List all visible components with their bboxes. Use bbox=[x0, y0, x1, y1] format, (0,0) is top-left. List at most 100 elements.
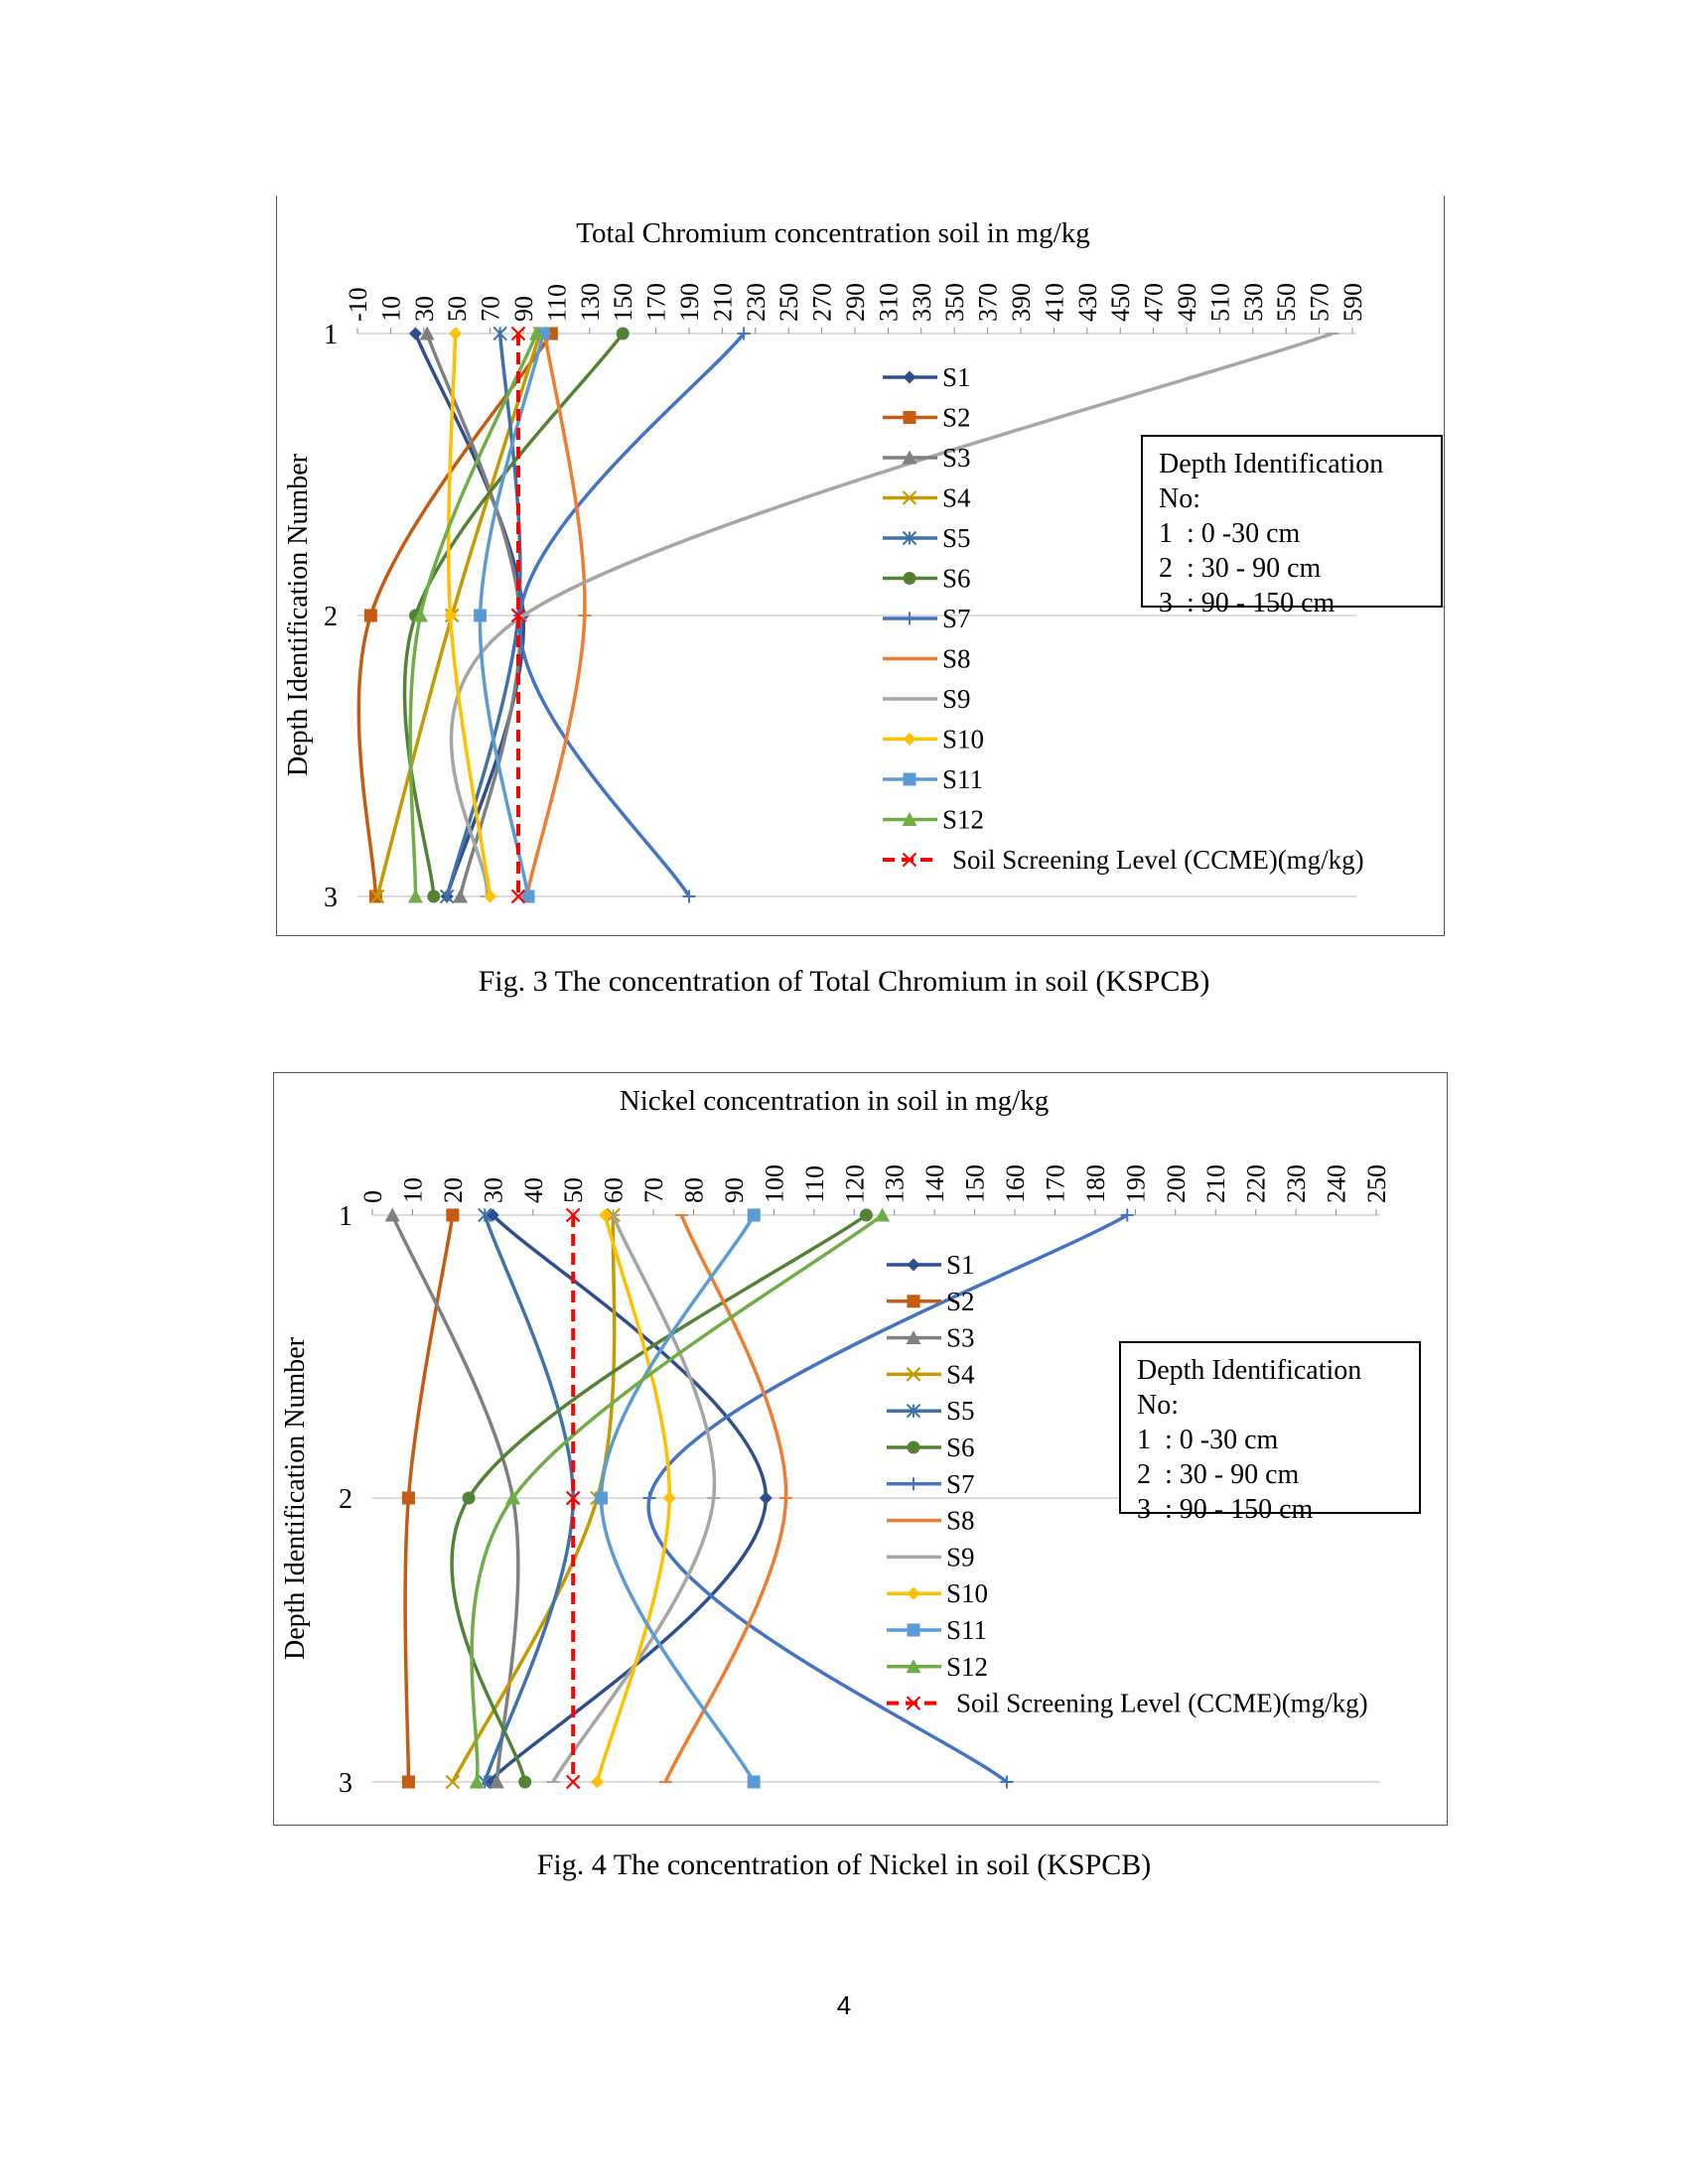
data-point bbox=[1120, 1208, 1134, 1222]
x-tick-label: 30 bbox=[410, 296, 439, 322]
x-tick-label: 160 bbox=[1001, 1164, 1030, 1203]
y-tick-label: 3 bbox=[324, 883, 338, 913]
ccme-series bbox=[565, 1207, 581, 1790]
data-point bbox=[427, 889, 441, 903]
depth-legend-item: 2 : 30 - 90 cm bbox=[1159, 553, 1322, 584]
series-line bbox=[449, 332, 1334, 897]
series-s2 bbox=[401, 1208, 460, 1789]
data-point bbox=[369, 888, 385, 904]
x-tick-label: 190 bbox=[675, 283, 704, 322]
depth-legend-item: 1 : 0 -30 cm bbox=[1159, 518, 1301, 549]
data-point bbox=[590, 1775, 604, 1789]
x-tick-label: 40 bbox=[519, 1177, 548, 1203]
legend-item: S7 bbox=[887, 1469, 975, 1499]
data-point bbox=[419, 326, 435, 341]
data-point bbox=[363, 609, 377, 622]
data-point bbox=[401, 1491, 415, 1505]
legend-marker bbox=[906, 1403, 921, 1419]
data-point bbox=[616, 327, 630, 341]
legend-marker bbox=[906, 1696, 921, 1710]
x-tick-label: 250 bbox=[1362, 1164, 1391, 1203]
legend-marker bbox=[907, 1623, 920, 1637]
legend-item: S11 bbox=[883, 764, 983, 794]
x-tick-label: 100 bbox=[760, 1164, 788, 1203]
legend-label: S11 bbox=[946, 1615, 987, 1645]
chart-title: Nickel concentration in soil in mg/kg bbox=[620, 1085, 1050, 1117]
figure-caption: Fig. 4 The concentration of Nickel in so… bbox=[536, 1848, 1152, 1881]
x-tick-label: 390 bbox=[1007, 283, 1036, 322]
series-s6 bbox=[450, 1208, 873, 1789]
legend-marker bbox=[902, 812, 917, 826]
x-tick-label: 50 bbox=[559, 1177, 588, 1203]
legend-item: S9 bbox=[883, 684, 971, 714]
data-point bbox=[489, 1774, 504, 1789]
legend-marker bbox=[903, 612, 916, 625]
x-tick-label: 110 bbox=[800, 1165, 829, 1203]
depth-identification-box: Depth Identification No: 1 : 0 -30 cm 2 … bbox=[1119, 1341, 1421, 1525]
data-point bbox=[565, 1490, 581, 1506]
legend-label: S10 bbox=[942, 725, 984, 754]
legend-item: S4 bbox=[883, 483, 971, 513]
depth-legend-no: No: bbox=[1159, 483, 1200, 514]
data-point bbox=[510, 326, 526, 341]
legend-label: S10 bbox=[946, 1578, 988, 1608]
legend: S1 S2 S3 S4 S5 S6 S7 S8 S9 S10 S11 S12 Soil Screenin… bbox=[887, 1250, 1368, 1718]
legend-item: S9 bbox=[887, 1542, 975, 1571]
legend-label: S4 bbox=[946, 1359, 975, 1389]
legend-label: S5 bbox=[942, 523, 971, 553]
data-point bbox=[518, 1775, 532, 1789]
data-point bbox=[478, 1207, 492, 1223]
legend-marker bbox=[907, 1477, 920, 1491]
nickel-chart: Nickel concentration in soil in mg/kg Dep… bbox=[273, 1072, 1448, 1826]
series-s10 bbox=[444, 327, 497, 903]
x-tick-label: 50 bbox=[443, 296, 472, 322]
x-tick-label: 30 bbox=[479, 1177, 507, 1203]
depth-legend-title: Depth Identification bbox=[1137, 1355, 1362, 1386]
x-tick-label: 60 bbox=[600, 1177, 629, 1203]
legend-marker bbox=[907, 1440, 920, 1454]
data-point bbox=[747, 1775, 761, 1789]
y-tick-label: 1 bbox=[339, 1201, 352, 1232]
data-point bbox=[469, 1774, 485, 1789]
data-point bbox=[510, 888, 526, 904]
data-point bbox=[682, 889, 696, 903]
legend-item: S11 bbox=[887, 1615, 987, 1645]
x-tick-label: 570 bbox=[1306, 283, 1335, 322]
data-point bbox=[565, 1774, 581, 1790]
depth-legend-title: Depth Identification bbox=[1159, 449, 1384, 479]
x-tick-label: 370 bbox=[974, 283, 1003, 322]
legend-label: S12 bbox=[946, 1652, 988, 1682]
x-tick-label: 190 bbox=[1121, 1164, 1150, 1203]
legend-marker bbox=[906, 1367, 921, 1382]
x-tick-label: 450 bbox=[1106, 283, 1135, 322]
series-s12 bbox=[469, 1207, 891, 1789]
legend-marker bbox=[902, 852, 917, 868]
series-s8 bbox=[658, 1214, 793, 1783]
legend-label: S4 bbox=[942, 483, 971, 513]
x-tick-label: 130 bbox=[576, 283, 605, 322]
depth-legend-item: 2 : 30 - 90 cm bbox=[1137, 1459, 1300, 1490]
data-point bbox=[444, 609, 458, 622]
legend-marker bbox=[906, 1659, 921, 1674]
data-point bbox=[474, 609, 488, 622]
legend-item: S12 bbox=[883, 805, 984, 835]
legend-label: S6 bbox=[942, 564, 971, 594]
x-tick-label: 70 bbox=[639, 1177, 668, 1203]
series-line bbox=[470, 1213, 884, 1783]
legend-item: S5 bbox=[883, 523, 971, 553]
data-point bbox=[384, 1207, 400, 1222]
legend-marker bbox=[906, 1330, 921, 1345]
series-s11 bbox=[595, 1208, 761, 1789]
data-point bbox=[462, 1491, 476, 1505]
legend-label: S7 bbox=[942, 604, 971, 633]
legend-marker bbox=[902, 490, 917, 505]
y-tick-label: 1 bbox=[324, 320, 338, 350]
legend-item: S3 bbox=[887, 1323, 975, 1353]
y-tick-label: 2 bbox=[339, 1484, 352, 1515]
x-tick-label: 430 bbox=[1073, 283, 1102, 322]
nickel-chart-svg: Nickel concentration in soil in mg/kg Dep… bbox=[280, 1085, 1391, 1799]
x-tick-label: 470 bbox=[1140, 283, 1169, 322]
data-point bbox=[521, 889, 535, 903]
legend-label: S7 bbox=[946, 1469, 975, 1499]
legend-marker bbox=[903, 411, 916, 424]
